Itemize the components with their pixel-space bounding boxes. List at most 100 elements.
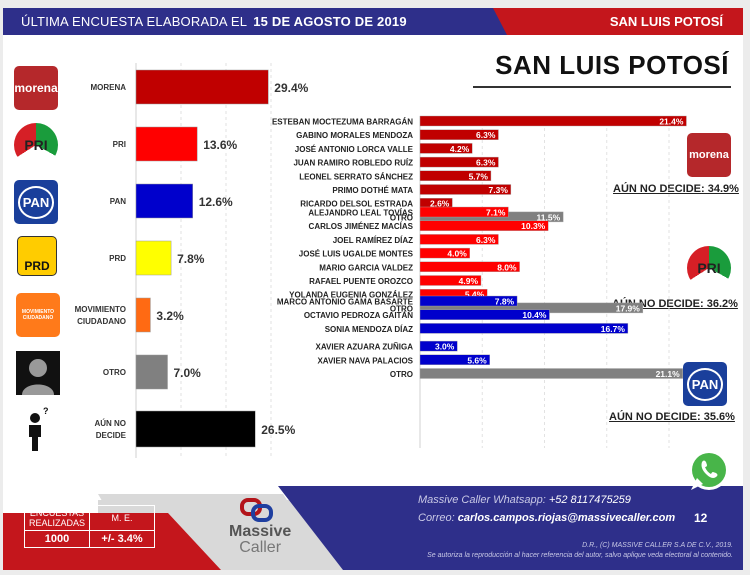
- candidate-name-label: RICARDO DELSOL ESTRADA: [300, 200, 413, 209]
- candidate-bar: [419, 261, 520, 273]
- candidate-value-label: 17.9%: [616, 303, 641, 313]
- candidate-bar: [419, 156, 499, 168]
- candidate-value-label: 16.7%: [601, 324, 626, 334]
- pan-group-logo: PAN: [683, 362, 727, 406]
- mc-logo-text: MOVIMIENTO CIUDADANO: [21, 309, 55, 321]
- candidate-name-label: JUAN RAMIRO ROBLEDO RUÍZ: [293, 159, 413, 168]
- candidate-value-label: 6.3%: [476, 158, 496, 168]
- brand-line-2: Caller: [239, 539, 282, 556]
- candidate-bar: [419, 340, 458, 352]
- candidate-bar: [419, 323, 629, 334]
- pan-group-logo-text: PAN: [686, 367, 724, 401]
- candidate-value-label: 7.1%: [486, 208, 506, 218]
- candidate-value-label: 8.0%: [497, 262, 517, 272]
- header-bar: ÚLTIMA ENCUESTA ELABORADA EL 15 DE AGOSTO…: [3, 8, 743, 35]
- mc-logo: MOVIMIENTO CIUDADANO: [16, 293, 60, 337]
- email-link[interactable]: carlos.campos.riojas@massivecaller.com: [457, 512, 676, 524]
- party-name-label: OTRO: [103, 368, 126, 377]
- morena-group-logo: morena: [687, 133, 731, 177]
- massive-caller-brand: Massive Caller: [229, 524, 291, 556]
- candidate-name-label: RAFAEL PUENTE OROZCO: [309, 277, 413, 286]
- header-date: 15 DE AGOSTO DE 2019: [253, 14, 407, 29]
- email-label: Correo:: [418, 512, 455, 524]
- candidate-name-label: ESTEBAN MOCTEZUMA BARRAGÁN: [272, 118, 413, 127]
- candidate-name-label: PRIMO DOTHÉ MATA: [332, 186, 413, 195]
- morena-undecided: AÚN NO DECIDE: 34.9%: [613, 183, 739, 195]
- candidate-name-label: CARLOS JIMÉNEZ MACÍAS: [309, 222, 414, 231]
- candidate-bar: [419, 309, 550, 320]
- brand-line-1: Massive: [229, 523, 292, 540]
- candidate-name-label: JOSÉ ANTONIO LORCA VALLE: [295, 145, 414, 154]
- party-name-label: DECIDE: [96, 431, 127, 440]
- candidate-name-label: SONIA MENDOZA DÍAZ: [325, 325, 413, 334]
- pan-logo: PAN: [14, 180, 58, 224]
- party-value-label: 13.6%: [203, 138, 237, 152]
- candidate-value-label: 7.8%: [495, 297, 515, 307]
- candidate-value-label: 3.0%: [435, 342, 455, 352]
- candidate-value-label: 11.5%: [537, 212, 561, 222]
- candidate-value-label: 21.1%: [656, 369, 681, 379]
- massive-caller-logo-icon: [240, 498, 274, 524]
- otro-avatar-icon: [16, 351, 60, 395]
- candidate-value-label: 21.4%: [659, 117, 684, 127]
- candidate-bar: [419, 295, 518, 307]
- candidate-bar: [419, 170, 492, 182]
- candidate-name-label: OTRO: [390, 304, 413, 313]
- party-name-label: MORENA: [90, 83, 126, 92]
- pan-logo-text: PAN: [17, 185, 55, 219]
- candidate-bar: [419, 220, 549, 231]
- candidate-name-label: XAVIER AZUARA ZUÑIGA: [316, 343, 414, 352]
- contact-info: Massive Caller Whatsapp: +52 8117475259 …: [418, 491, 675, 527]
- footer-shapes: [3, 486, 743, 570]
- candidate-bar: [419, 368, 683, 379]
- morena-logo-text: morena: [14, 81, 58, 95]
- party-bar: [135, 69, 269, 105]
- candidate-bar: [419, 129, 499, 140]
- candidate-bar: [419, 115, 687, 127]
- candidate-name-label: ALEJANDRO LEAL TOVÍAS: [308, 209, 413, 218]
- charts-canvas: 29.4% MORENA 13.6% PRI 12.6% PAN 7.8% PRD 3.2% MO…: [75, 63, 687, 458]
- candidate-name-label: LEONEL SERRATO SÁNCHEZ: [299, 172, 413, 181]
- prd-logo: PRD: [17, 236, 57, 276]
- whatsapp-number: +52 8117475259: [548, 494, 631, 506]
- party-value-label: 7.8%: [177, 252, 205, 266]
- stats-surveys-value: 1000: [23, 530, 91, 548]
- header-red-band: [493, 8, 743, 35]
- party-bar: [135, 410, 256, 448]
- candidate-value-label: 6.3%: [476, 130, 496, 140]
- party-bar: [135, 126, 198, 162]
- candidate-value-label: 4.0%: [447, 249, 467, 259]
- party-value-label: 7.0%: [174, 366, 202, 380]
- candidate-name-label: XAVIER NAVA PALACIOS: [317, 356, 413, 365]
- party-bar: [135, 354, 168, 390]
- party-value-label: 29.4%: [274, 81, 308, 95]
- candidate-value-label: 2.6%: [430, 199, 450, 209]
- candidate-bar: [419, 206, 509, 218]
- candidate-name-label: MARIO GARCIA VALDEZ: [319, 263, 413, 272]
- prd-logo-text: PRD: [24, 259, 50, 273]
- party-bar: [135, 183, 193, 219]
- candidate-value-label: 10.4%: [522, 310, 547, 320]
- candidate-bar: [419, 354, 490, 365]
- footer-navy-band: [278, 486, 743, 570]
- pri-logo: PRI: [14, 123, 58, 167]
- party-value-label: 12.6%: [199, 195, 233, 209]
- pri-group-logo-text: PRI: [697, 260, 721, 276]
- candidate-name-label: JOSÉ LUIS UGALDE MONTES: [299, 250, 414, 259]
- morena-group-logo-text: morena: [689, 149, 729, 161]
- header-survey-date: ÚLTIMA ENCUESTA ELABORADA EL 15 DE AGOSTO…: [21, 14, 407, 29]
- candidate-value-label: 4.9%: [459, 276, 479, 286]
- slide: ÚLTIMA ENCUESTA ELABORADA EL 15 DE AGOSTO…: [3, 8, 743, 570]
- copyright-line: D.R., (C) MASSIVE CALLER S.A DE C.V., 20…: [582, 542, 733, 549]
- stats-header-surveys: ENCUESTAS REALIZADAS: [23, 505, 91, 531]
- pri-group-logo: PRI: [687, 246, 731, 290]
- candidate-value-label: 5.6%: [467, 355, 487, 365]
- candidate-value-label: 4.2%: [450, 144, 470, 154]
- party-bar: [135, 297, 151, 333]
- party-name-label: MOVIMIENTO: [75, 305, 126, 314]
- party-name-label: PRI: [113, 140, 126, 149]
- stats-header-margin: M. E.: [89, 505, 156, 531]
- party-name-label: PRD: [109, 254, 126, 263]
- whatsapp-label: Massive Caller Whatsapp:: [418, 494, 546, 506]
- candidate-value-label: 7.3%: [489, 185, 509, 195]
